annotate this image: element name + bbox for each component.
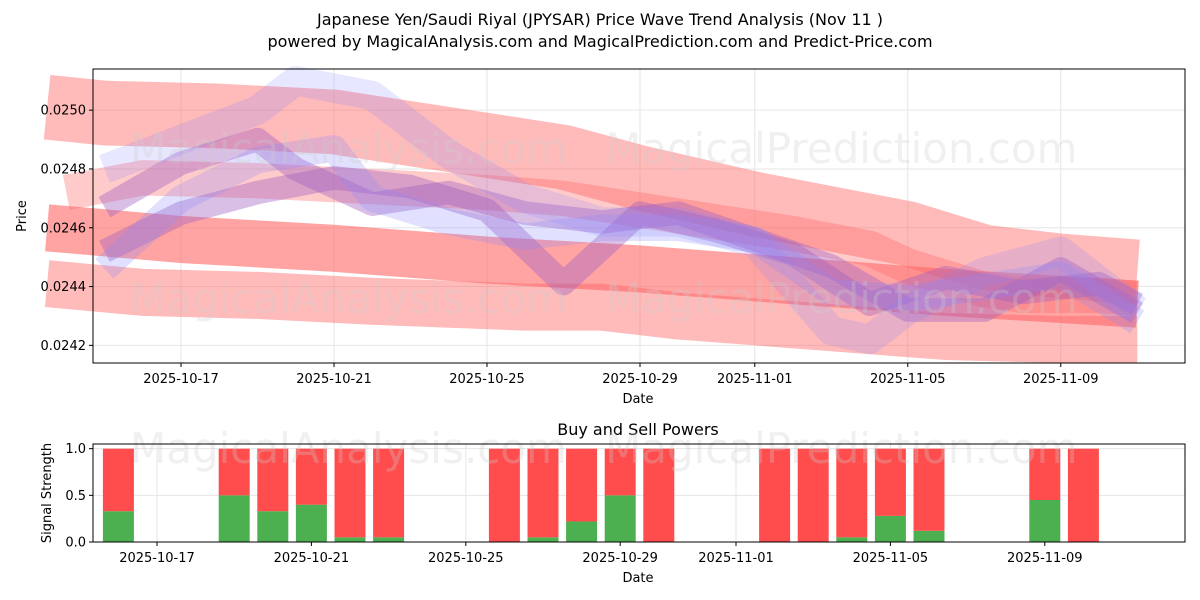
price-x-tick-label: 2025-10-21 <box>296 372 372 387</box>
sell-bar <box>373 448 405 538</box>
buy-sell-x-tick-label: 2025-11-01 <box>698 551 774 566</box>
sell-bar <box>295 448 327 505</box>
buy-sell-plot: Buy and Sell Powers MagicalAnalysis.com … <box>40 420 1186 586</box>
price-x-tick-label: 2025-10-17 <box>143 372 219 387</box>
buy-bar <box>295 504 327 542</box>
price-wave-plot: MagicalAnalysis.com MagicalPrediction.co… <box>15 66 1186 407</box>
price-band-upper-red-band <box>43 75 1140 305</box>
price-y-label: Price <box>15 200 30 232</box>
sell-bar <box>334 448 366 538</box>
watermark: MagicalAnalysis.com <box>130 274 567 323</box>
price-y-tick-label: 0.0248 <box>41 162 87 177</box>
buy-sell-y-tick-label: 0.0 <box>65 536 86 551</box>
sell-bar <box>257 448 289 512</box>
buy-bar <box>1029 500 1061 542</box>
watermark: MagicalPrediction.com <box>605 124 1078 173</box>
price-band-upper-wave-red <box>62 160 1139 316</box>
price-plot-frame <box>92 68 1186 364</box>
price-y-tick-label: 0.0250 <box>41 104 87 119</box>
buy-bar <box>334 537 366 542</box>
buy-bar <box>604 495 636 542</box>
sell-bar <box>1067 448 1099 542</box>
sell-bar <box>527 448 559 538</box>
price-x-tick-label: 2025-11-01 <box>717 372 793 387</box>
buy-bar <box>373 537 405 542</box>
price-x-tick-label: 2025-10-25 <box>449 372 525 387</box>
buy-sell-x-tick-label: 2025-11-09 <box>1007 551 1083 566</box>
sell-bar <box>643 448 675 542</box>
buy-sell-title: Buy and Sell Powers <box>557 420 719 439</box>
price-x-tick-label: 2025-11-05 <box>870 372 946 387</box>
sell-bar <box>874 448 906 516</box>
price-x-tick-label: 2025-10-29 <box>602 372 678 387</box>
price-band-blue-wave-a <box>99 66 1147 355</box>
price-y-tick-label: 0.0246 <box>41 221 87 236</box>
sell-bar <box>759 448 791 542</box>
price-y-ticks: 0.0242 0.0244 0.0246 0.0248 0.0250 <box>41 104 93 354</box>
price-y-tick-label: 0.0242 <box>41 339 87 354</box>
watermark: MagicalAnalysis.com <box>130 124 567 173</box>
price-band-lower-red-band <box>44 260 1138 363</box>
price-y-tick-label: 0.0244 <box>41 280 87 295</box>
sell-bar <box>913 448 945 531</box>
buy-bar <box>566 521 598 542</box>
price-band-middle-red-band <box>45 204 1139 328</box>
buy-sell-x-tick-label: 2025-10-29 <box>582 551 658 566</box>
chart-title: Japanese Yen/Saudi Riyal (JPYSAR) Price … <box>316 10 884 29</box>
sell-bar <box>1029 448 1061 500</box>
buy-sell-x-tick-label: 2025-11-05 <box>853 551 929 566</box>
sell-bar <box>102 448 134 512</box>
sell-bar <box>488 448 520 542</box>
watermark: MagicalPrediction.com <box>605 424 1078 473</box>
buy-sell-x-label: Date <box>622 571 653 586</box>
sell-bar <box>604 448 636 496</box>
sell-bar <box>218 448 250 496</box>
price-x-tick-label: 2025-11-09 <box>1023 372 1099 387</box>
buy-bar <box>913 530 945 542</box>
buy-sell-y-ticks: 0.0 0.5 1.0 <box>65 442 93 551</box>
sell-bar <box>566 448 598 522</box>
buy-bar <box>836 537 868 542</box>
buy-sell-bars <box>102 448 1099 542</box>
buy-sell-x-tick-label: 2025-10-21 <box>274 551 350 566</box>
price-band-purple-wave-a <box>98 127 1144 324</box>
price-band-purple-wave-b <box>99 166 1143 316</box>
buy-bar <box>527 537 559 542</box>
price-x-label: Date <box>622 392 653 407</box>
buy-bar <box>874 515 906 542</box>
buy-bar <box>102 511 134 542</box>
watermark: MagicalPrediction.com <box>605 274 1078 323</box>
chart-subtitle: powered by MagicalAnalysis.com and Magic… <box>267 32 933 51</box>
buy-sell-plot-frame <box>92 443 1186 543</box>
buy-sell-y-tick-label: 1.0 <box>65 442 86 457</box>
price-x-ticks: 2025-10-17 2025-10-21 2025-10-25 2025-10-29… <box>143 363 1099 387</box>
buy-sell-x-ticks: 2025-10-17 2025-10-21 2025-10-25 2025-10-29… <box>119 542 1083 566</box>
buy-bar <box>218 495 250 542</box>
buy-sell-x-tick-label: 2025-10-25 <box>428 551 504 566</box>
buy-sell-x-tick-label: 2025-10-17 <box>119 551 195 566</box>
buy-sell-y-label: Signal Strength <box>40 443 55 543</box>
buy-bar <box>257 511 289 542</box>
buy-sell-y-tick-label: 0.5 <box>65 489 86 504</box>
price-band-blue-wave-b <box>95 135 1145 334</box>
watermark: MagicalAnalysis.com <box>130 424 567 473</box>
sell-bar <box>797 448 829 542</box>
sell-bar <box>836 448 868 538</box>
price-bands <box>43 66 1147 363</box>
